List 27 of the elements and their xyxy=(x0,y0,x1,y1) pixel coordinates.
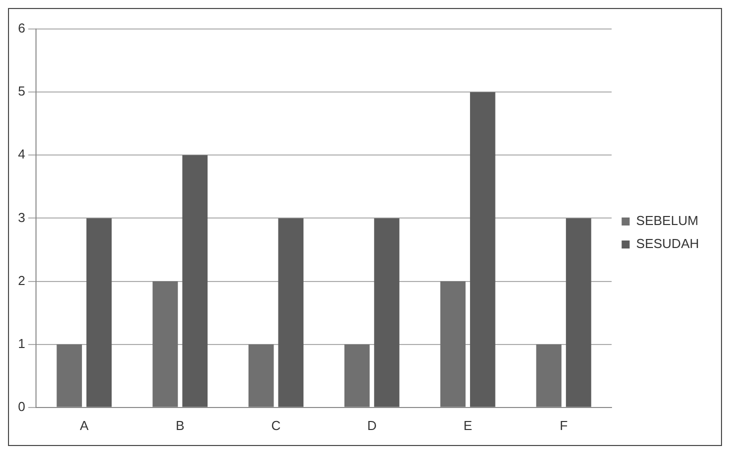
bar xyxy=(278,218,304,407)
x-tick-label: D xyxy=(367,418,377,433)
y-tick-label: 2 xyxy=(18,272,26,288)
y-tick-label: 0 xyxy=(18,398,26,414)
x-tick-label: B xyxy=(176,418,184,433)
bar xyxy=(152,281,178,407)
y-tick-label: 3 xyxy=(18,210,26,225)
bar xyxy=(374,218,400,407)
bar xyxy=(470,92,496,407)
x-tick-label: E xyxy=(463,418,472,433)
y-tick-label: 1 xyxy=(18,336,26,351)
legend-label: SEBELUM xyxy=(636,213,698,228)
bar xyxy=(536,344,562,407)
y-tick-label: 5 xyxy=(18,84,26,99)
x-tick-label: C xyxy=(271,418,281,433)
bar xyxy=(182,155,208,407)
bar xyxy=(56,344,82,407)
bar xyxy=(566,218,592,407)
x-tick-label: A xyxy=(80,418,89,433)
bar xyxy=(344,344,370,407)
legend-label: SESUDAH xyxy=(636,236,700,252)
y-tick-label: 6 xyxy=(18,20,26,36)
bar xyxy=(440,281,466,407)
y-tick-label: 4 xyxy=(18,146,26,162)
bar xyxy=(248,344,274,407)
x-tick-label: F xyxy=(560,418,568,433)
bar xyxy=(86,218,112,407)
